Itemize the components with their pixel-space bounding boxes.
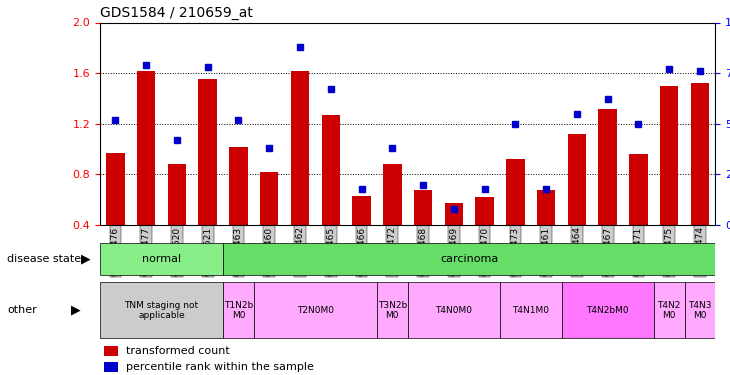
Text: T4N2
M0: T4N2 M0 [658,301,681,320]
Text: T1N2b
M0: T1N2b M0 [224,301,253,320]
Bar [104,346,118,356]
Bar [685,282,715,338]
Bar [561,282,654,338]
Text: T3N2b
M0: T3N2b M0 [377,301,407,320]
Text: transformed count: transformed count [126,346,230,356]
Bar [223,243,715,275]
Bar [506,159,525,225]
Text: T4N2bM0: T4N2bM0 [586,306,629,315]
Bar [377,282,407,338]
Text: carcinoma: carcinoma [440,254,499,264]
Text: T2N0M0: T2N0M0 [297,306,334,315]
Bar [106,153,125,225]
Bar [475,197,494,225]
Text: other: other [7,305,37,315]
Bar [168,164,186,225]
Bar [291,70,310,225]
Bar [223,282,254,338]
Text: normal: normal [142,254,181,264]
Bar [104,362,118,372]
Text: disease state: disease state [7,254,82,264]
Bar [260,172,278,225]
Bar [353,196,371,225]
Text: percentile rank within the sample: percentile rank within the sample [126,362,314,372]
Bar [100,243,223,275]
Bar [100,282,223,338]
Bar [407,282,500,338]
Bar [629,154,648,225]
Bar [321,115,340,225]
Text: T4N1M0: T4N1M0 [512,306,549,315]
Bar [654,282,685,338]
Bar [568,134,586,225]
Bar [137,70,155,225]
Bar [660,86,678,225]
Bar [599,109,617,225]
Text: T4N3
M0: T4N3 M0 [688,301,712,320]
Bar [199,80,217,225]
Text: ▶: ▶ [71,304,81,317]
Bar [383,164,402,225]
Bar [691,83,710,225]
Text: TNM staging not
applicable: TNM staging not applicable [125,301,199,320]
Bar [537,190,556,225]
Bar [500,282,561,338]
Bar [254,282,377,338]
Text: GDS1584 / 210659_at: GDS1584 / 210659_at [100,6,253,20]
Text: ▶: ▶ [81,252,91,265]
Bar [445,204,463,225]
Text: T4N0M0: T4N0M0 [435,306,472,315]
Bar [229,147,247,225]
Bar [414,190,432,225]
